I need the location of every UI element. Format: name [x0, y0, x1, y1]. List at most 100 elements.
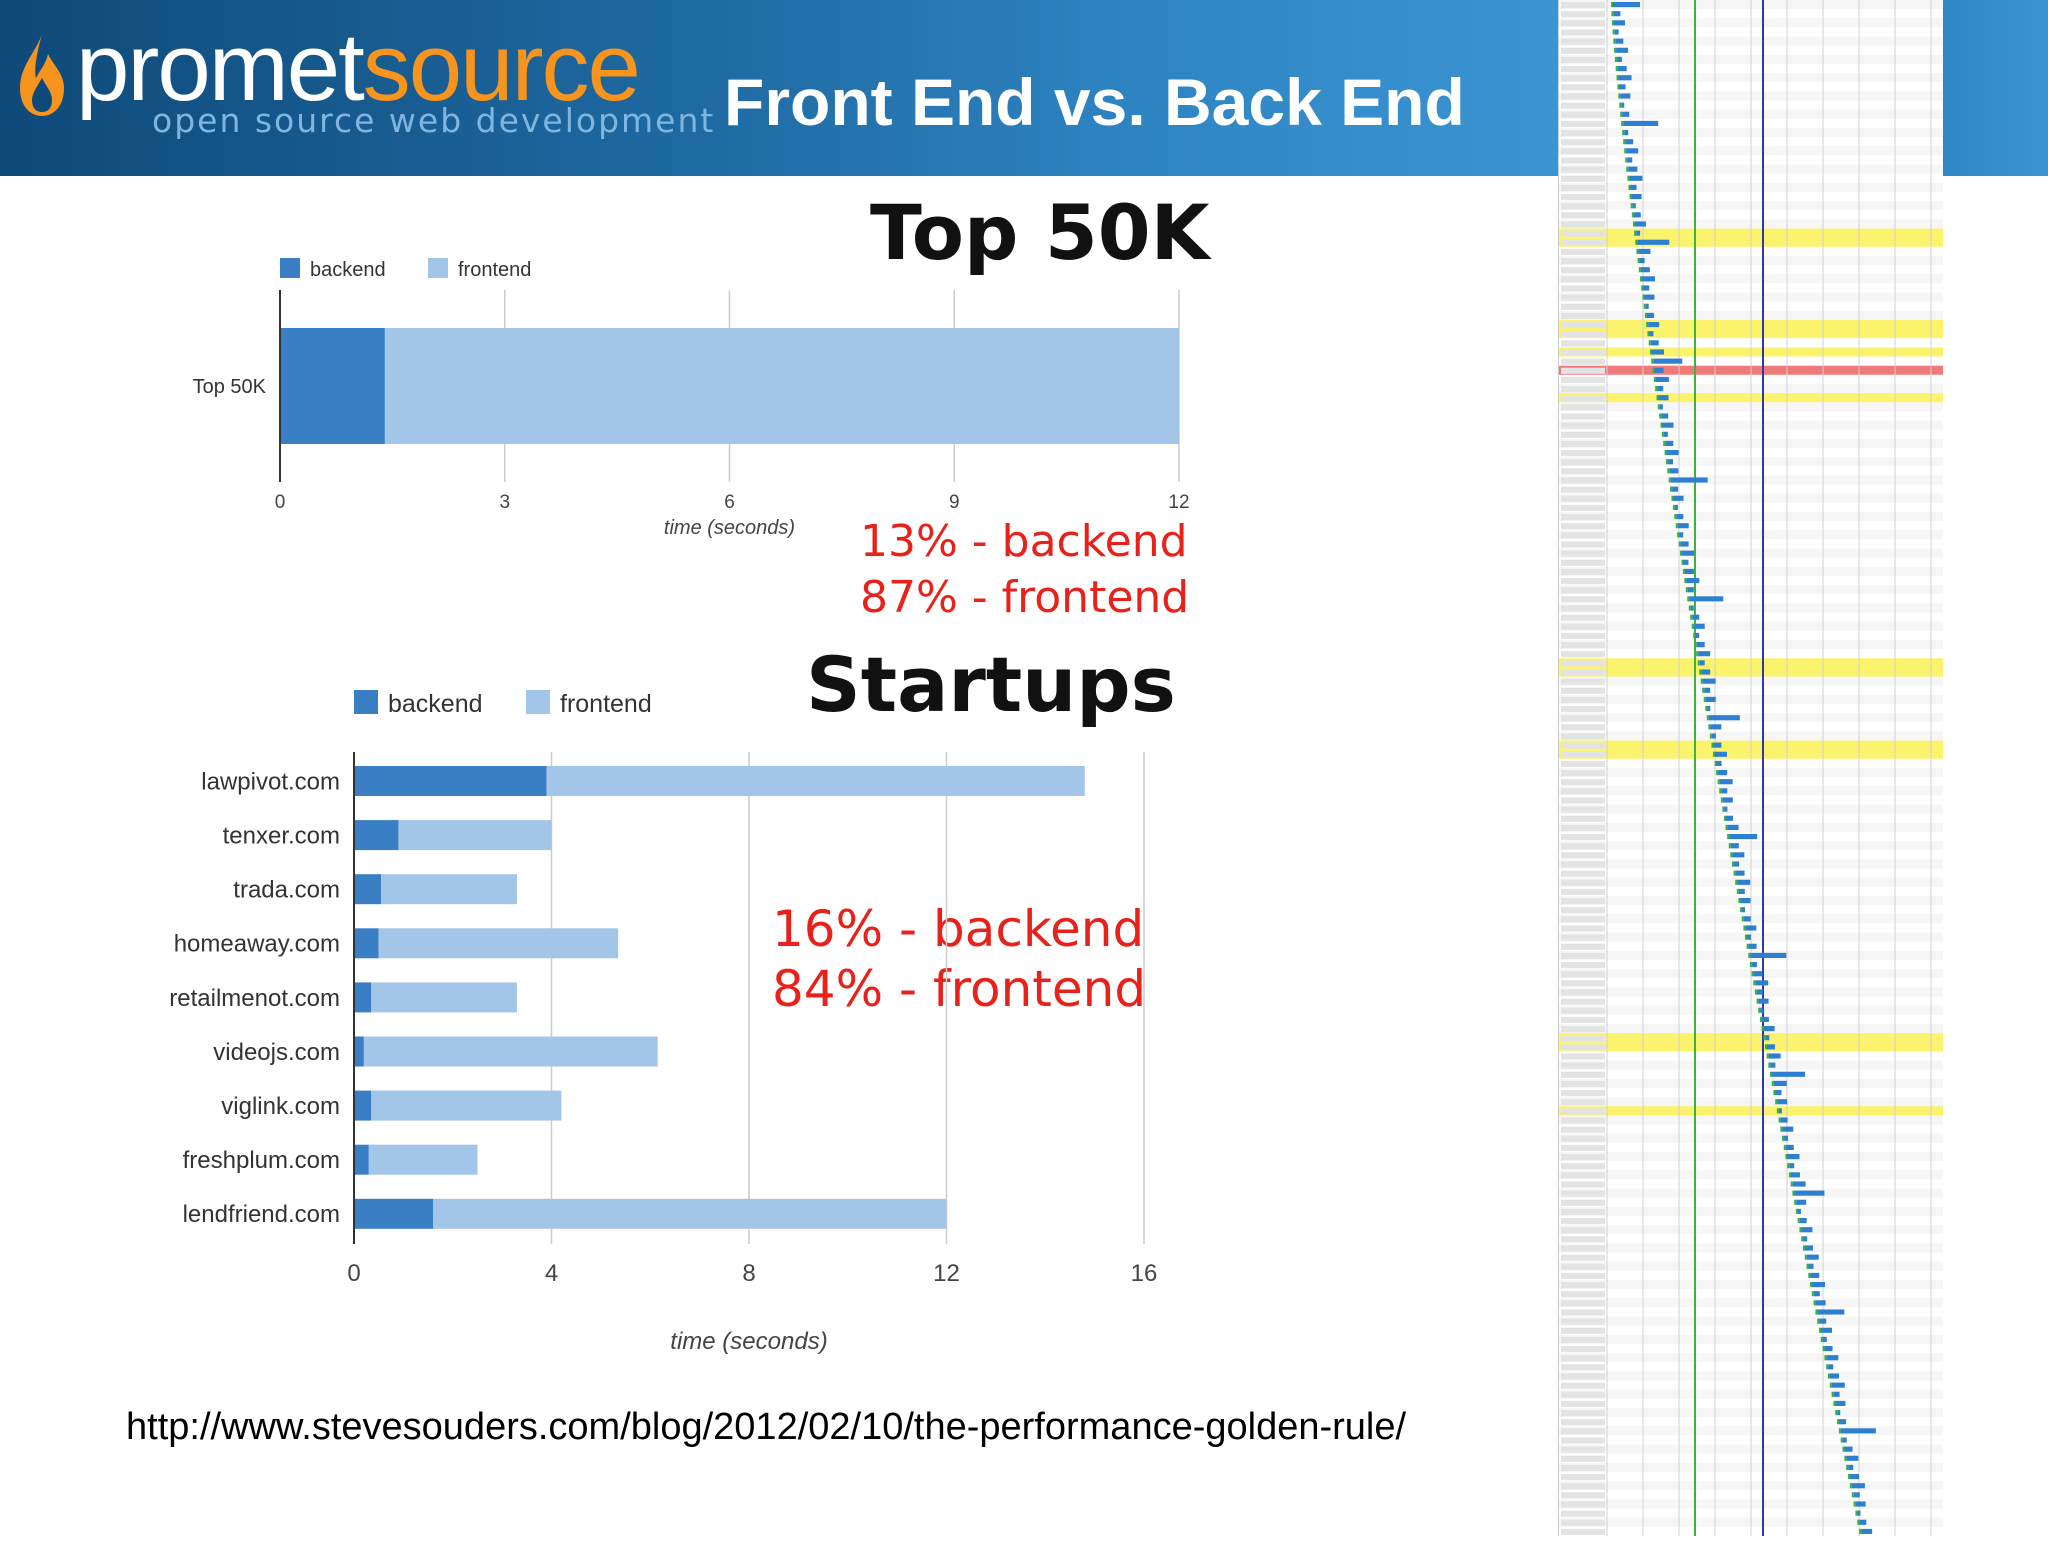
waterfall-bar-receive: [1794, 1190, 1825, 1196]
waterfall-bar-wait: [1761, 1026, 1764, 1032]
header-right-strip: [1942, 0, 2048, 176]
waterfall-url-label: [1561, 888, 1605, 895]
waterfall-bar-receive: [1722, 797, 1733, 803]
waterfall-bar-wait: [1835, 1410, 1838, 1416]
waterfall-bar-wait: [1615, 66, 1618, 72]
waterfall-url-label: [1561, 1236, 1605, 1243]
waterfall-url-label: [1561, 29, 1605, 36]
waterfall-bar-receive: [1828, 1364, 1834, 1370]
waterfall-bar-receive: [1637, 239, 1670, 245]
waterfall-bar-wait: [1787, 1163, 1790, 1169]
waterfall-bar-wait: [1642, 294, 1645, 300]
waterfall-url-label: [1561, 38, 1605, 45]
waterfall-bar-receive: [1663, 431, 1668, 437]
bar-backend: [354, 820, 399, 851]
waterfall-bar-receive: [1740, 898, 1751, 904]
waterfall-url-label: [1561, 523, 1605, 530]
waterfall-bar-wait: [1646, 322, 1649, 328]
waterfall-bar-wait: [1855, 1510, 1858, 1516]
waterfall-url-label: [1561, 1016, 1605, 1023]
waterfall-url-label: [1561, 724, 1605, 731]
waterfall-bar-wait: [1763, 1035, 1766, 1041]
waterfall-bar-receive: [1861, 1528, 1873, 1534]
waterfall-bar-receive: [1629, 175, 1643, 181]
waterfall-bar-wait: [1685, 587, 1688, 593]
waterfall-bar-receive: [1640, 267, 1650, 273]
waterfall-url-label: [1561, 1044, 1605, 1051]
waterfall-bar-wait: [1655, 386, 1658, 392]
waterfall-url-label: [1561, 130, 1605, 137]
waterfall-bar-receive: [1768, 1053, 1781, 1059]
waterfall-bar-receive: [1837, 1410, 1841, 1416]
waterfall-bar-receive: [1683, 559, 1689, 565]
waterfall-bar-wait: [1846, 1464, 1849, 1470]
waterfall-bar-wait: [1736, 888, 1739, 894]
waterfall-bar-receive: [1624, 130, 1629, 136]
waterfall-bar-receive: [1665, 440, 1674, 446]
waterfall-bar-receive: [1842, 1437, 1847, 1443]
waterfall-bar-receive: [1669, 468, 1679, 474]
waterfall-bar-wait: [1759, 1016, 1762, 1022]
waterfall-bar-wait: [1808, 1272, 1811, 1278]
waterfall-bar-receive: [1748, 943, 1757, 949]
waterfall-url-label: [1561, 578, 1605, 585]
waterfall-bar-receive: [1853, 1492, 1860, 1498]
waterfall-url-label: [1561, 514, 1605, 521]
waterfall-bar-receive: [1790, 1172, 1800, 1178]
waterfall-url-label: [1561, 971, 1605, 978]
waterfall-url-label: [1561, 1172, 1605, 1179]
bar-frontend: [384, 328, 1180, 444]
waterfall-url-label: [1561, 1355, 1605, 1362]
bar-backend: [354, 1144, 369, 1175]
waterfall-bar-wait: [1785, 1154, 1788, 1160]
waterfall-url-label: [1561, 75, 1605, 82]
waterfall-bar-receive: [1613, 20, 1625, 26]
waterfall-bar-receive: [1778, 1108, 1782, 1114]
waterfall-bar-receive: [1670, 477, 1708, 483]
waterfall-url-label: [1561, 879, 1605, 886]
waterfall-url-label: [1561, 824, 1605, 831]
category-label: viglink.com: [221, 1093, 340, 1120]
waterfall-url-label: [1561, 1510, 1605, 1517]
waterfall-url-label: [1561, 1336, 1605, 1343]
waterfall-bar-receive: [1750, 952, 1787, 958]
waterfall-bar-wait: [1637, 258, 1640, 264]
waterfall-bar-receive: [1628, 166, 1638, 172]
waterfall-url-label: [1561, 267, 1605, 274]
waterfall-bar-wait: [1849, 1483, 1852, 1489]
waterfall-bar-receive: [1623, 120, 1659, 126]
waterfall-bar-wait: [1653, 376, 1656, 382]
waterfall-bar-receive: [1707, 706, 1711, 712]
category-label: homeaway.com: [174, 931, 340, 958]
waterfall-bar-receive: [1711, 733, 1716, 739]
waterfall-url-label: [1561, 605, 1605, 612]
waterfall-url-label: [1561, 660, 1605, 667]
waterfall-bar-wait: [1680, 550, 1683, 556]
waterfall-bar-wait: [1638, 267, 1641, 273]
waterfall-url-label: [1561, 1254, 1605, 1261]
waterfall-url-label: [1561, 687, 1605, 694]
waterfall-bar-wait: [1813, 1300, 1816, 1306]
waterfall-bar-wait: [1622, 130, 1625, 136]
waterfall-bar-wait: [1741, 916, 1744, 922]
waterfall-bar-receive: [1613, 2, 1640, 8]
legend-swatch-backend: [280, 258, 300, 278]
waterfall-bar-receive: [1649, 331, 1654, 337]
waterfall-url-label: [1561, 943, 1605, 950]
waterfall-bar-wait: [1770, 1071, 1773, 1077]
bar-frontend: [546, 766, 1085, 796]
waterfall-bar-wait: [1833, 1400, 1836, 1406]
waterfall-bar-receive: [1796, 1199, 1807, 1205]
waterfall-url-label: [1561, 358, 1605, 365]
waterfall-bar-receive: [1690, 605, 1694, 611]
waterfall-bar-receive: [1699, 660, 1705, 666]
waterfall-url-label: [1561, 468, 1605, 475]
waterfall-url-label: [1561, 898, 1605, 905]
waterfall-bar-receive: [1618, 75, 1632, 81]
waterfall-bar-receive: [1763, 1026, 1775, 1032]
waterfall-bar-receive: [1673, 495, 1684, 501]
waterfall-url-label: [1561, 1053, 1605, 1060]
waterfall-bar-receive: [1829, 1373, 1839, 1379]
waterfall-url-label: [1561, 1483, 1605, 1490]
waterfall-bar-wait: [1613, 38, 1616, 44]
